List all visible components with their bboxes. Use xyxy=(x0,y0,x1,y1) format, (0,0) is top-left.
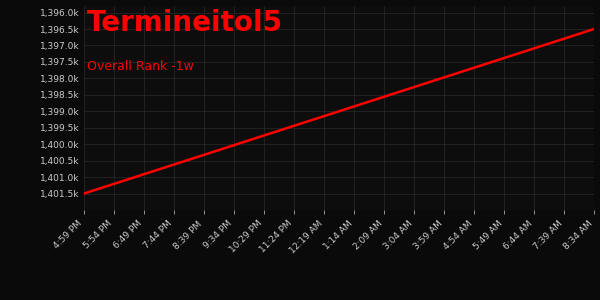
Text: Termineitol5: Termineitol5 xyxy=(87,9,283,37)
Text: Overall Rank -1w: Overall Rank -1w xyxy=(87,60,194,73)
